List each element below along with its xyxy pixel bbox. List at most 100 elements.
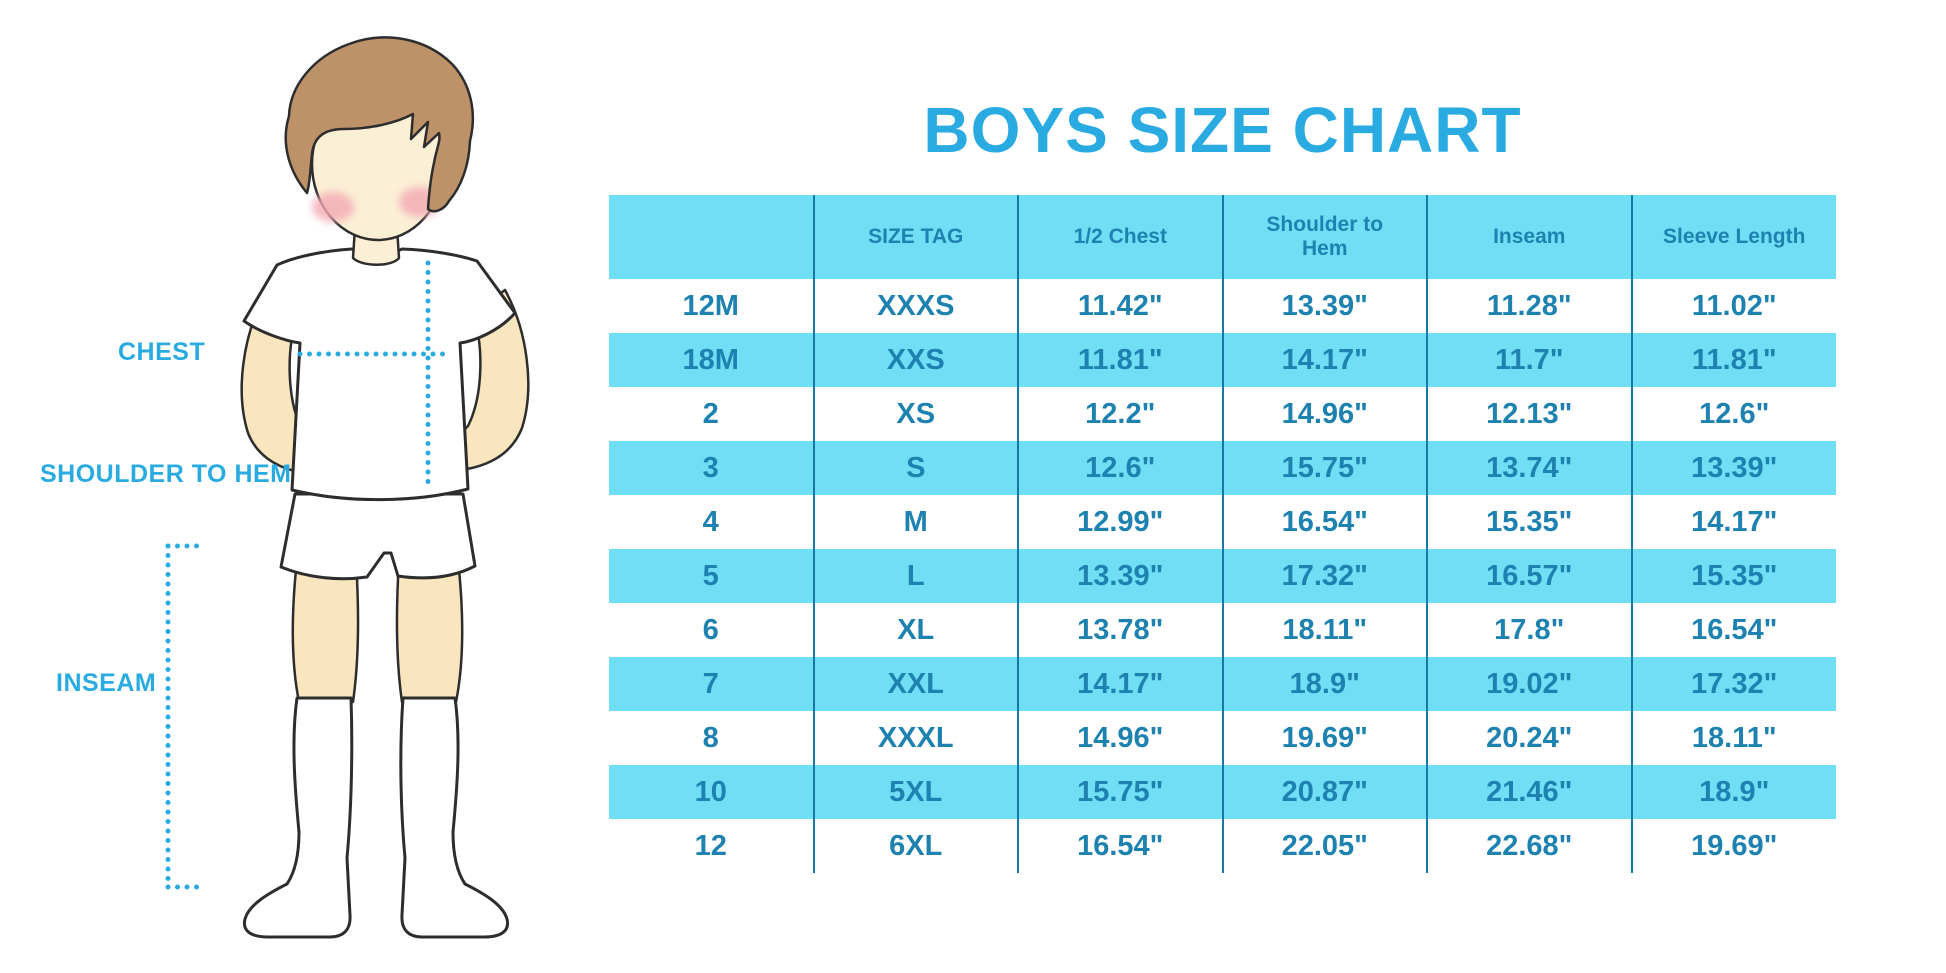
table-cell: XL: [813, 603, 1019, 657]
table-cell: 11.28": [1427, 279, 1633, 333]
table-row: 8 XXXL 14.96" 19.69" 20.24" 18.11": [609, 711, 1836, 765]
table-cell: 18.11": [1222, 603, 1428, 657]
page-title: BOYS SIZE CHART: [923, 93, 1522, 166]
table-cell: M: [813, 495, 1019, 549]
table-cell: 17.32": [1691, 667, 1778, 700]
table-cell: 15.35": [1427, 495, 1633, 549]
table-cell: 2: [609, 387, 815, 441]
table-row: 2 XS 12.2" 14.96" 12.13" 12.6": [609, 387, 1836, 441]
table-cell: 13.39": [1222, 279, 1428, 333]
table-cell: 12.13": [1427, 387, 1633, 441]
table-cell: 19.69": [1691, 829, 1778, 862]
table-cell: 12: [609, 819, 815, 873]
left-cheek-blush: [312, 192, 354, 222]
table-cell: 15.75": [1222, 441, 1428, 495]
table-cell: 17.8": [1427, 603, 1633, 657]
table-cell: 13.74": [1427, 441, 1633, 495]
col-header-size-tag: SIZE TAG: [813, 195, 1019, 279]
table-cell: 6XL: [813, 819, 1019, 873]
chest-label: CHEST: [118, 338, 206, 366]
right-leg-shape: [395, 558, 464, 704]
right-sock-shape: [399, 696, 510, 939]
table-header-row: SIZE TAG 1/2 Chest Shoulder to Hem Insea…: [609, 195, 1836, 279]
size-table-body: 12M XXXS 11.42" 13.39" 11.28" 11.02" 18M XXS 11.…: [609, 279, 1836, 873]
table-cell: 16.54": [1222, 495, 1428, 549]
table-cell: 10: [609, 765, 815, 819]
shoulder-to-hem-label: SHOULDER TO HEM: [40, 460, 292, 488]
table-cell: XXS: [813, 333, 1019, 387]
size-table: SIZE TAG 1/2 Chest Shoulder to Hem Insea…: [609, 195, 1836, 873]
table-cell: 14.17": [1691, 505, 1778, 538]
table-cell: 15.35": [1691, 559, 1778, 592]
table-cell: 13.78": [1018, 603, 1224, 657]
table-cell: 19.02": [1427, 657, 1633, 711]
table-cell: 11.42": [1018, 279, 1224, 333]
table-cell: S: [813, 441, 1019, 495]
table-cell: 13.39": [1018, 549, 1224, 603]
right-arm-shape: [438, 288, 530, 471]
table-cell: 16.57": [1427, 549, 1633, 603]
table-cell: 16.54": [1018, 819, 1224, 873]
table-cell: 6: [609, 603, 815, 657]
table-cell: L: [813, 549, 1019, 603]
table-cell: 14.17": [1018, 657, 1224, 711]
left-arm-shape: [240, 293, 332, 475]
col-header-size: [609, 195, 815, 279]
table-cell: 4: [609, 495, 815, 549]
left-sock-shape: [242, 696, 354, 939]
table-cell: 21.46": [1427, 765, 1633, 819]
table-row: 4 M 12.99" 16.54" 15.35" 14.17": [609, 495, 1836, 549]
table-cell: 8: [609, 711, 815, 765]
table-cell: 18.9": [1699, 775, 1770, 808]
table-cell: XS: [813, 387, 1019, 441]
table-cell: 19.69": [1222, 711, 1428, 765]
col-header-sleeve-length: Sleeve Length: [1663, 224, 1806, 248]
table-cell: 12.2": [1018, 387, 1224, 441]
table-cell: 3: [609, 441, 815, 495]
table-cell: 11.02": [1691, 289, 1777, 322]
table-cell: 14.96": [1222, 387, 1428, 441]
table-cell: 13.39": [1691, 451, 1778, 484]
table-row: 6 XL 13.78" 18.11" 17.8" 16.54": [609, 603, 1836, 657]
table-row: 18M XXS 11.81" 14.17" 11.7" 11.81": [609, 333, 1836, 387]
table-cell: 16.54": [1691, 613, 1778, 646]
table-cell: 5: [609, 549, 815, 603]
table-cell: 22.05": [1222, 819, 1428, 873]
table-cell: 11.81": [1691, 343, 1777, 376]
table-cell: XXXS: [813, 279, 1019, 333]
table-cell: 14.17": [1222, 333, 1428, 387]
table-row: 5 L 13.39" 17.32" 16.57" 15.35": [609, 549, 1836, 603]
hair-shape: [284, 36, 475, 213]
col-header-inseam: Inseam: [1427, 195, 1633, 279]
table-cell: 22.68": [1427, 819, 1633, 873]
table-cell: 12M: [609, 279, 815, 333]
table-cell: XXXL: [813, 711, 1019, 765]
table-cell: 18.9": [1222, 657, 1428, 711]
table-cell: 20.24": [1427, 711, 1633, 765]
left-leg-shape: [291, 558, 360, 704]
table-row: 12 6XL 16.54" 22.05" 22.68" 19.69": [609, 819, 1836, 873]
table-cell: 20.87": [1222, 765, 1428, 819]
table-cell: 12.6": [1699, 397, 1770, 430]
shorts-shape: [279, 492, 477, 581]
inseam-label: INSEAM: [56, 669, 157, 697]
table-cell: 11.7": [1427, 333, 1633, 387]
table-cell: XXL: [813, 657, 1019, 711]
table-cell: 14.96": [1018, 711, 1224, 765]
table-cell: 12.99": [1018, 495, 1224, 549]
table-row: 12M XXXS 11.42" 13.39" 11.28" 11.02": [609, 279, 1836, 333]
table-cell: 5XL: [813, 765, 1019, 819]
col-header-shoulder-to-hem: Shoulder to Hem: [1222, 195, 1428, 279]
table-row: 3 S 12.6" 15.75" 13.74" 13.39": [609, 441, 1836, 495]
col-header-half-chest: 1/2 Chest: [1018, 195, 1224, 279]
table-cell: 7: [609, 657, 815, 711]
table-cell: 18.11": [1691, 721, 1777, 754]
table-row: 7 XXL 14.17" 18.9" 19.02" 17.32": [609, 657, 1836, 711]
boy-illustration: [165, 36, 530, 939]
table-cell: 11.81": [1018, 333, 1224, 387]
table-cell: 15.75": [1018, 765, 1224, 819]
table-cell: 17.32": [1222, 549, 1428, 603]
table-cell: 18M: [609, 333, 815, 387]
table-row: 10 5XL 15.75" 20.87" 21.46" 18.9": [609, 765, 1836, 819]
